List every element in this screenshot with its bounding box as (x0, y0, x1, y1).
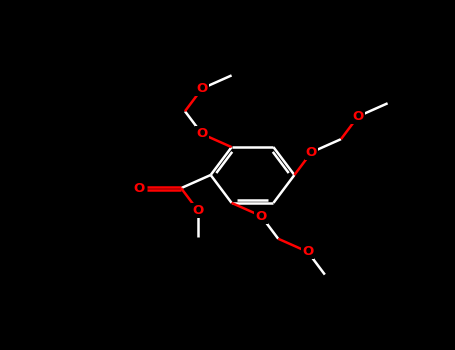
Text: O: O (192, 204, 204, 217)
Text: O: O (133, 182, 144, 195)
Text: O: O (197, 82, 207, 95)
Text: O: O (306, 146, 317, 159)
Text: O: O (302, 245, 313, 258)
Text: O: O (197, 127, 207, 140)
Text: O: O (353, 110, 364, 123)
Text: O: O (256, 210, 267, 223)
